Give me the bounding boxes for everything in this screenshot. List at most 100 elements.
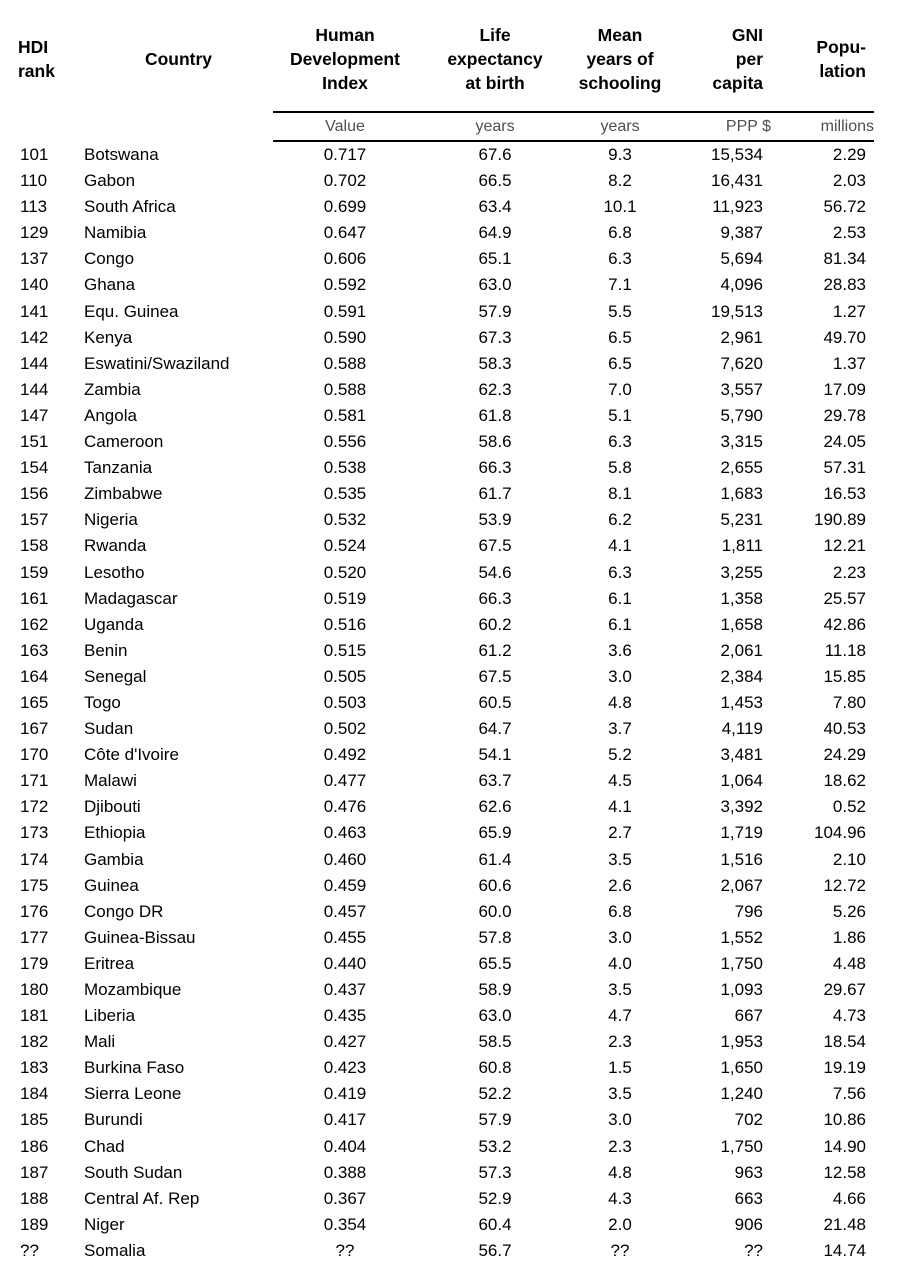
cell-pop: 1.27 [832, 301, 866, 321]
cell-school: 5.5 [608, 301, 632, 321]
cell-life: 52.9 [478, 1188, 512, 1208]
cell-gni: 4,119 [721, 719, 763, 739]
cell-country: Angola [84, 405, 137, 425]
cell-pop: 17.09 [823, 379, 866, 399]
cell-rank: 144 [20, 379, 49, 399]
cell-country: Rwanda [84, 536, 147, 556]
cell-rank: 165 [20, 692, 49, 712]
cell-life: 56.7 [478, 1240, 512, 1260]
cell-country: Mozambique [84, 980, 182, 999]
subheader-cell-millions: millions [771, 112, 874, 142]
table-row: 171 Malawi 0.477 63.7 4.5 1,064 18.62 [0, 768, 874, 794]
cell-pop: 21.48 [823, 1214, 866, 1234]
cell-school: 6.3 [608, 562, 632, 582]
cell-rank: 144 [20, 353, 49, 373]
cell-life: 52.2 [478, 1084, 512, 1104]
cell-hdi: 0.592 [323, 275, 367, 295]
cell-pop: 29.78 [823, 405, 866, 425]
cell-school: 5.2 [608, 745, 632, 765]
cell-pop: 0.52 [832, 797, 866, 817]
cell-country: Benin [84, 640, 128, 660]
cell-country: Eritrea [84, 953, 135, 973]
cell-gni: 1,552 [720, 927, 763, 947]
cell-country: Lesotho [84, 562, 145, 582]
cell-country: Guinea [84, 875, 139, 895]
cell-pop: 2.10 [832, 849, 866, 869]
cell-life: 64.7 [478, 719, 512, 739]
cell-life: 67.5 [478, 536, 512, 556]
cell-hdi: 0.492 [323, 745, 367, 765]
cell-gni: 3,392 [720, 797, 763, 817]
cell-gni: 1,358 [720, 588, 763, 608]
cell-gni: 1,750 [720, 1136, 763, 1156]
cell-rank: 137 [20, 249, 49, 269]
subheader-cell-rank [0, 112, 84, 141]
cell-hdi: 0.460 [323, 849, 367, 869]
cell-rank: 164 [20, 666, 49, 686]
cell-rank: ?? [20, 1240, 39, 1260]
cell-pop: 2.03 [832, 171, 866, 191]
table-row: 181 Liberia 0.435 63.0 4.7 667 4.73 [0, 1003, 874, 1029]
cell-life: 61.2 [478, 640, 512, 660]
cell-gni: 5,790 [720, 405, 763, 425]
table-row: 183 Burkina Faso 0.423 60.8 1.5 1,650 19.19 [0, 1055, 874, 1081]
table-row: 129 Namibia 0.647 64.9 6.8 9,387 2.53 [0, 220, 874, 246]
cell-hdi: 0.388 [323, 1162, 367, 1182]
cell-life: 53.2 [478, 1136, 512, 1156]
table-row: 158 Rwanda 0.524 67.5 4.1 1,811 12.21 [0, 533, 874, 559]
cell-country: Liberia [84, 1006, 136, 1026]
table-row: 157 Nigeria 0.532 53.9 6.2 5,231 190.89 [0, 507, 874, 533]
cell-hdi: 0.417 [323, 1110, 367, 1130]
cell-rank: 162 [20, 614, 49, 634]
cell-country: Madagascar [84, 588, 178, 608]
cell-pop: 14.74 [823, 1240, 866, 1260]
cell-gni: 667 [734, 1006, 763, 1026]
header-population: Popu- lation [771, 6, 874, 113]
cell-school: 7.0 [608, 379, 632, 399]
cell-life: 65.5 [478, 953, 512, 973]
cell-life: 63.0 [478, 275, 512, 295]
table-row: 101 Botswana 0.717 67.6 9.3 15,534 2.29 [0, 141, 874, 168]
cell-country: Togo [84, 692, 121, 712]
cell-school: 6.5 [608, 327, 632, 347]
table-row: 154 Tanzania 0.538 66.3 5.8 2,655 57.31 [0, 455, 874, 481]
cell-rank: 142 [20, 327, 49, 347]
cell-country: Sierra Leone [84, 1084, 182, 1104]
cell-gni: 963 [734, 1162, 763, 1182]
cell-pop: 2.29 [832, 145, 866, 164]
table-row: 182 Mali 0.427 58.5 2.3 1,953 18.54 [0, 1029, 874, 1055]
table-row: 159 Lesotho 0.520 54.6 6.3 3,255 2.23 [0, 560, 874, 586]
subheader-cell-country [84, 112, 273, 141]
table-row: 174 Gambia 0.460 61.4 3.5 1,516 2.10 [0, 847, 874, 873]
cell-country: Tanzania [84, 458, 153, 478]
subheader-cell-ppp: PPP $ [667, 112, 771, 142]
cell-rank: 173 [20, 823, 49, 843]
cell-hdi: 0.437 [323, 980, 367, 999]
subheader-row: Value years years PPP $ millions [0, 112, 874, 142]
table-row: 186 Chad 0.404 53.2 2.3 1,750 14.90 [0, 1134, 874, 1160]
cell-gni: 1,719 [720, 823, 763, 843]
cell-life: 63.4 [478, 197, 512, 217]
cell-life: 66.3 [478, 458, 512, 478]
cell-gni: 2,067 [720, 875, 763, 895]
table-row: 167 Sudan 0.502 64.7 3.7 4,119 40.53 [0, 716, 874, 742]
cell-life: 67.6 [478, 145, 512, 164]
cell-life: 61.8 [478, 405, 512, 425]
cell-school: 4.7 [608, 1006, 632, 1026]
cell-rank: 110 [20, 171, 48, 191]
cell-life: 67.3 [478, 327, 512, 347]
cell-country: Eswatini/Swaziland [84, 353, 230, 373]
cell-school: 2.7 [608, 823, 632, 843]
cell-pop: 10.86 [823, 1110, 866, 1130]
hdi-table: HDI rank Country Human Development Index… [0, 6, 874, 1264]
cell-rank: 147 [20, 405, 49, 425]
table-row: 144 Eswatini/Swaziland 0.588 58.3 6.5 7,620 1.… [0, 351, 874, 377]
cell-pop: 19.19 [823, 1058, 866, 1078]
cell-hdi: 0.588 [323, 379, 367, 399]
cell-school: 3.7 [608, 719, 632, 739]
table-row: 110 Gabon 0.702 66.5 8.2 16,431 2.03 [0, 168, 874, 194]
cell-hdi: 0.435 [323, 1006, 367, 1026]
table-row: 163 Benin 0.515 61.2 3.6 2,061 11.18 [0, 638, 874, 664]
cell-school: 4.8 [608, 1162, 632, 1182]
cell-country: Chad [84, 1136, 125, 1156]
